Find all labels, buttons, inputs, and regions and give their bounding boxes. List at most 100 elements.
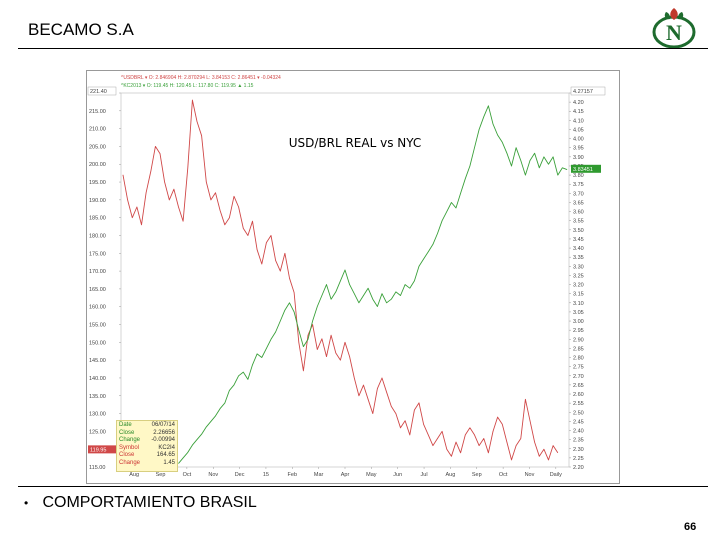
data-point xyxy=(219,210,221,211)
data-point xyxy=(169,199,170,201)
right-tick-label: 3.25 xyxy=(573,273,584,279)
data-point xyxy=(275,260,276,261)
data-point xyxy=(307,339,309,340)
data-point xyxy=(367,287,369,289)
right-tick-label: 3.70 xyxy=(573,191,584,197)
data-point xyxy=(497,134,498,136)
x-tick-label: May xyxy=(366,472,377,478)
data-point xyxy=(400,427,401,429)
data-point xyxy=(488,452,489,454)
right-current-box xyxy=(571,164,601,173)
info-value: 2.26656 xyxy=(153,429,175,436)
data-point xyxy=(210,199,212,201)
data-point xyxy=(256,249,258,250)
data-point xyxy=(437,438,438,439)
company-logo: N xyxy=(650,6,698,55)
data-point xyxy=(293,292,295,293)
right-tick-label: 3.45 xyxy=(573,237,584,243)
right-tick-label: 2.35 xyxy=(573,438,584,444)
data-point xyxy=(474,434,475,436)
x-tick-label: Oct xyxy=(499,472,508,478)
left-tick-label: 140.00 xyxy=(89,376,106,382)
x-tick-label: Nov xyxy=(208,472,218,478)
data-point xyxy=(136,206,138,208)
left-tick-label: 130.00 xyxy=(89,412,106,418)
data-point xyxy=(252,364,253,366)
left-tick-label: 170.00 xyxy=(89,269,106,275)
left-tick-label: 115.00 xyxy=(89,465,105,471)
data-point xyxy=(159,153,161,154)
data-point xyxy=(539,456,540,457)
data-point xyxy=(381,293,383,294)
info-value: -0.00994 xyxy=(151,437,175,443)
data-point xyxy=(409,434,410,436)
x-tick-label: 15 xyxy=(263,472,269,478)
data-point xyxy=(409,287,410,289)
x-tick-label: Aug xyxy=(129,472,139,478)
info-key: Close xyxy=(119,429,135,436)
chart-svg: ^USDBRL ▾ O: 2.846904 H: 2.870294 L: 3.8… xyxy=(87,75,606,478)
data-point xyxy=(340,280,341,282)
info-key: Close xyxy=(119,452,135,458)
left-tick-label: 205.00 xyxy=(89,144,106,150)
data-point xyxy=(127,199,128,201)
left-tick-label: 150.00 xyxy=(89,340,106,346)
data-point xyxy=(298,342,299,343)
info-value: 06/07/14 xyxy=(151,422,175,428)
right-tick-label: 2.25 xyxy=(573,456,584,462)
bullet-item: • COMPORTAMIENTO BRASIL xyxy=(24,494,257,512)
x-tick-label: Mar xyxy=(314,472,324,478)
data-point xyxy=(210,421,212,422)
right-tick-label: 3.10 xyxy=(573,301,584,307)
data-point xyxy=(386,391,387,393)
left-tick-label: 135.00 xyxy=(89,394,106,400)
data-point xyxy=(303,370,304,372)
footer-divider xyxy=(18,486,708,487)
right-tick-label: 2.75 xyxy=(573,365,584,371)
data-point xyxy=(150,171,151,172)
data-point xyxy=(391,406,392,407)
right-tick-label: 2.65 xyxy=(573,383,584,389)
data-point xyxy=(182,220,184,222)
data-point xyxy=(229,217,230,218)
data-point xyxy=(529,160,531,161)
data-point xyxy=(469,427,471,429)
data-point xyxy=(497,416,498,418)
data-point xyxy=(566,169,568,170)
data-point xyxy=(404,284,406,285)
left-tick-label: 190.00 xyxy=(89,198,106,204)
data-point xyxy=(363,295,364,296)
data-point xyxy=(330,298,332,300)
x-tick-label: Oct xyxy=(183,472,192,478)
data-point xyxy=(488,105,489,107)
data-point xyxy=(432,244,434,245)
data-point xyxy=(372,413,373,414)
bullet-text: COMPORTAMIENTO BRASIL xyxy=(42,494,257,511)
data-point xyxy=(284,253,286,254)
data-point xyxy=(525,399,526,400)
right-tick-label: 4.00 xyxy=(573,137,584,143)
data-point xyxy=(418,266,420,267)
right-tick-label: 3.35 xyxy=(573,255,584,261)
right-top-label: 4.27157 xyxy=(573,89,593,95)
right-tick-label: 2.85 xyxy=(573,346,584,352)
data-point xyxy=(178,206,179,208)
left-tick-label: 160.00 xyxy=(89,305,106,311)
left-current-box xyxy=(88,445,116,454)
data-point xyxy=(196,121,198,122)
data-point xyxy=(423,424,424,425)
right-tick-label: 3.55 xyxy=(573,219,584,225)
info-key: Symbol xyxy=(119,444,140,451)
data-point xyxy=(511,165,512,167)
data-point xyxy=(418,402,420,404)
data-point xyxy=(293,311,295,313)
data-point xyxy=(252,220,253,222)
data-point xyxy=(256,353,258,355)
data-point xyxy=(330,334,332,336)
data-point xyxy=(215,192,216,193)
data-point xyxy=(317,306,318,307)
data-point xyxy=(224,224,225,226)
right-tick-label: 3.90 xyxy=(573,155,584,161)
data-point xyxy=(289,302,290,304)
right-tick-label: 4.20 xyxy=(573,100,584,106)
